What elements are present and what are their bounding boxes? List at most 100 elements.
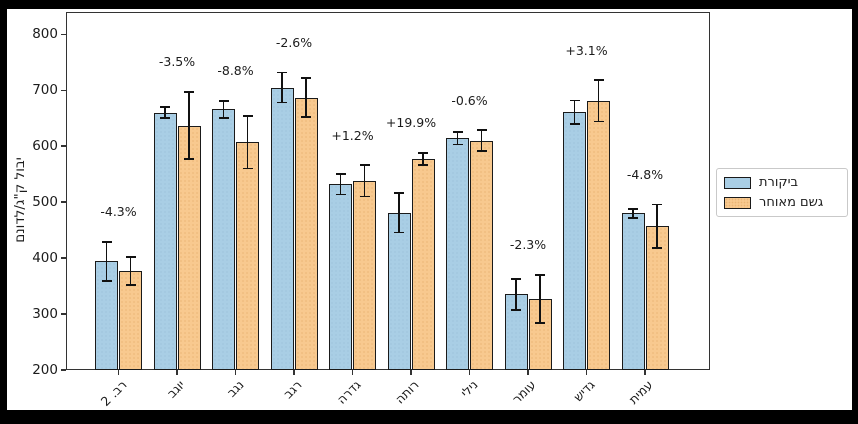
- error-bar-cap-bottom: [593, 120, 604, 123]
- error-bar-line: [456, 132, 459, 145]
- legend-swatch: [724, 196, 751, 209]
- bar-late-rain: [294, 97, 318, 370]
- bar-late-rain: [353, 180, 376, 370]
- error-bar-cap-top: [593, 79, 604, 82]
- error-bar-cap-bottom: [569, 123, 580, 125]
- error-bar-line: [164, 107, 166, 119]
- y-tick-mark: [61, 257, 66, 259]
- error-bar-cap-top: [511, 278, 521, 280]
- error-bar-line: [339, 174, 342, 195]
- error-bar-line: [105, 241, 108, 282]
- error-bar-cap-bottom: [511, 309, 521, 311]
- error-bar-cap-bottom: [535, 322, 545, 324]
- error-bar-cap-top: [418, 152, 428, 154]
- y-tick-label: 400: [32, 249, 58, 266]
- bar-control: [153, 112, 177, 370]
- bar-late-rain: [470, 140, 493, 370]
- bar-late-rain: [645, 226, 669, 370]
- error-bar-line: [129, 257, 132, 285]
- bar-control: [95, 261, 118, 370]
- x-tick-mark: [176, 370, 178, 375]
- error-bar-line: [515, 278, 517, 311]
- percent-change-label: -8.8%: [217, 63, 254, 79]
- bar-control: [563, 112, 586, 370]
- bar-control: [270, 87, 294, 370]
- error-bar-cap-top: [125, 256, 136, 258]
- error-bar-line: [422, 152, 424, 166]
- x-tick-mark: [117, 370, 120, 375]
- error-bar-cap-bottom: [335, 193, 346, 196]
- legend: ביקורת גשם מאוחר: [716, 168, 848, 217]
- bar-control: [329, 184, 352, 370]
- legend-item: גשם מאוחר: [724, 195, 840, 210]
- bar-late-rain: [177, 125, 201, 370]
- error-bar-cap-top: [101, 241, 112, 243]
- error-bar-cap-bottom: [476, 150, 487, 153]
- error-bar-line: [222, 100, 225, 118]
- error-bar-cap-bottom: [418, 164, 428, 167]
- legend-item: ביקורת: [724, 175, 840, 190]
- bar-control: [387, 212, 411, 370]
- error-bar-line: [480, 130, 483, 152]
- error-bar-cap-top: [535, 274, 545, 276]
- bar-late-rain: [119, 270, 142, 370]
- error-bar-cap-bottom: [125, 284, 136, 286]
- error-bar-cap-top: [218, 100, 229, 102]
- error-bar-cap-top: [452, 131, 463, 134]
- percent-change-label: -4.3%: [100, 204, 137, 220]
- error-bar-line: [398, 193, 400, 233]
- error-bar-cap-top: [184, 91, 194, 93]
- y-tick-mark: [61, 145, 66, 148]
- error-bar-line: [656, 204, 658, 249]
- percent-change-label: -2.3%: [509, 237, 547, 253]
- error-bar-cap-top: [160, 106, 170, 108]
- error-bar-cap-bottom: [652, 247, 662, 249]
- y-tick-label: 500: [32, 193, 58, 210]
- error-bar-line: [632, 208, 634, 218]
- error-bar-cap-top: [652, 203, 662, 206]
- error-bar-line: [363, 165, 366, 197]
- percent-change-label: -2.6%: [275, 34, 313, 50]
- x-tick-mark: [644, 370, 646, 375]
- y-tick-label: 600: [32, 137, 58, 154]
- percent-change-label: +19.9%: [385, 115, 437, 131]
- x-tick-mark: [468, 370, 471, 375]
- percent-change-label: +3.1%: [565, 42, 608, 58]
- error-bar-cap-top: [301, 77, 311, 79]
- bar-late-rain: [411, 159, 435, 370]
- error-bar-cap-top: [359, 164, 370, 167]
- y-tick-mark: [61, 313, 66, 315]
- error-bar-cap-bottom: [452, 143, 463, 146]
- percent-change-label: -4.8%: [626, 166, 664, 182]
- error-bar-line: [573, 100, 576, 124]
- x-tick-mark: [293, 370, 295, 375]
- percent-change-label: +1.2%: [331, 127, 374, 143]
- error-bar-line: [188, 91, 190, 160]
- x-tick-mark: [234, 370, 237, 375]
- y-tick-label: 200: [32, 361, 58, 378]
- error-bar-line: [305, 78, 307, 118]
- error-bar-cap-bottom: [101, 280, 112, 282]
- error-bar-cap-bottom: [184, 158, 194, 160]
- y-tick-label: 300: [32, 305, 58, 322]
- error-bar-cap-bottom: [160, 117, 170, 120]
- error-bar-cap-bottom: [301, 116, 311, 118]
- y-tick-mark: [61, 201, 66, 203]
- error-bar-cap-bottom: [359, 195, 370, 198]
- y-tick-mark: [61, 89, 66, 92]
- error-bar-cap-top: [394, 192, 404, 195]
- y-tick-label: 700: [32, 81, 58, 98]
- error-bar-line: [597, 80, 600, 122]
- bar-control: [621, 213, 645, 370]
- error-bar-cap-top: [242, 115, 253, 117]
- x-tick-mark: [585, 370, 588, 375]
- x-tick-mark: [351, 370, 354, 375]
- legend-label: גשם מאוחר: [759, 195, 824, 210]
- bar-late-rain: [528, 298, 552, 370]
- x-tick-mark: [410, 370, 412, 375]
- x-tick-mark: [527, 370, 529, 375]
- error-bar-line: [539, 274, 541, 323]
- bar-late-rain: [587, 100, 610, 370]
- error-bar-cap-bottom: [277, 101, 287, 104]
